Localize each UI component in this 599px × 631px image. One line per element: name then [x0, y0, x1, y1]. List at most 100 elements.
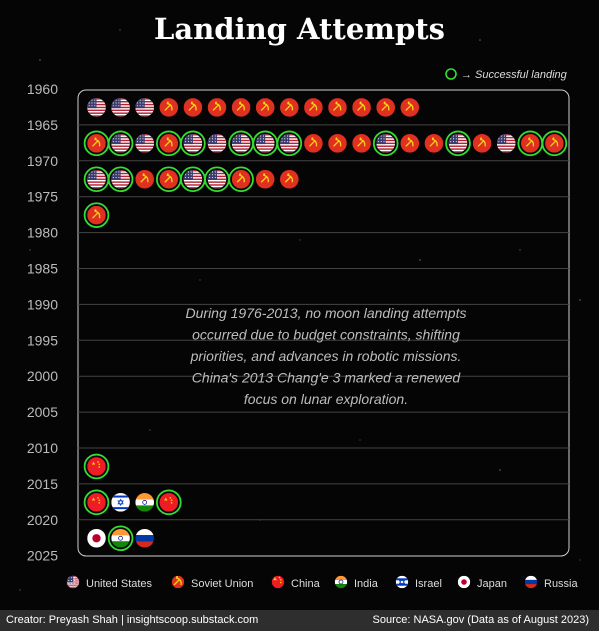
- attempt-marker-japan: [87, 528, 106, 548]
- china-flag-icon: [271, 575, 285, 589]
- y-tick-label: 1995: [27, 332, 58, 348]
- legend-item-china: China: [271, 575, 321, 590]
- attempt-marker-ussr: [304, 98, 323, 117]
- attempt-marker-usa-success: [107, 130, 134, 157]
- legend-label: Israel: [415, 578, 442, 590]
- plot-frame: [77, 89, 570, 557]
- attempt-marker-ussr: [352, 98, 371, 117]
- attempt-marker-usa: [111, 98, 130, 117]
- legend-item-japan: Japan: [457, 575, 507, 590]
- source-credit: Source: NASA.gov (Data as of August 2023…: [372, 614, 589, 626]
- israel-flag-icon: [395, 575, 409, 589]
- annotation-line: During 1976-2013, no moon landing attemp…: [186, 305, 467, 321]
- attempt-marker-usa-success: [252, 130, 279, 157]
- attempt-marker-usa-success: [276, 130, 303, 157]
- attempt-marker-usa: [496, 134, 516, 153]
- y-tick-label: 2025: [27, 548, 58, 564]
- creator-credit: Creator: Preyash Shah | insightscoop.sub…: [6, 614, 259, 626]
- success-legend-label: → Successful landing: [461, 69, 568, 81]
- y-tick-label: 2000: [27, 368, 58, 384]
- attempt-marker-usa-success: [372, 130, 399, 157]
- attempt-marker-ussr: [328, 98, 347, 117]
- legend-item-russia: Russia: [524, 575, 579, 590]
- attempt-marker-ussr: [231, 98, 251, 117]
- attempt-marker-israel: [111, 493, 130, 512]
- country-legend: United States Soviet Union China India Israe…: [66, 575, 579, 590]
- annotation-line: priorities, and advances in robotic miss…: [190, 348, 462, 364]
- attempt-marker-ussr: [376, 98, 395, 117]
- legend-item-ussr: Soviet Union: [171, 575, 253, 590]
- russia-flag-icon: [524, 575, 538, 589]
- legend-label: Russia: [544, 578, 579, 590]
- annotation-line: China's 2013 Chang'e 3 marked a renewed: [192, 370, 462, 386]
- attempt-marker-usa-success: [180, 130, 206, 157]
- legend-label: United States: [86, 578, 153, 590]
- annotation: During 1976-2013, no moon landing attemp…: [186, 305, 467, 407]
- legend-label: China: [291, 578, 321, 590]
- legend-item-india: India: [334, 575, 379, 590]
- attempt-marker-ussr: [424, 134, 444, 153]
- attempt-marker-ussr: [304, 134, 323, 153]
- attempt-marker-usa-success: [107, 166, 134, 193]
- y-tick-label: 2015: [27, 476, 58, 492]
- annotation-line: focus on lunar exploration.: [244, 391, 408, 407]
- legend-label: Soviet Union: [191, 578, 253, 590]
- attempt-marker-china-success: [156, 489, 182, 516]
- attempt-marker-ussr: [159, 98, 179, 117]
- attempt-marker-ussr-success: [156, 166, 182, 193]
- attempt-marker-usa-success: [445, 130, 471, 157]
- y-tick-label: 1975: [27, 189, 58, 205]
- y-tick-label: 2005: [27, 404, 58, 420]
- india-flag-icon: [334, 575, 348, 589]
- attempt-marker-ussr: [135, 169, 154, 189]
- attempt-marker-ussr: [400, 134, 420, 153]
- y-tick-label: 1980: [27, 225, 58, 241]
- attempt-marker-ussr: [255, 98, 275, 117]
- attempt-marker-usa: [135, 134, 154, 153]
- usa-flag-icon: [66, 575, 80, 589]
- attempt-marker-ussr-success: [156, 130, 182, 157]
- y-tick-label: 1970: [27, 153, 58, 169]
- legend-label: India: [354, 578, 379, 590]
- attempt-marker-ussr: [352, 134, 371, 153]
- y-tick-label: 2020: [27, 512, 58, 528]
- legend-item-israel: Israel: [395, 575, 442, 590]
- attempt-marker-usa: [207, 134, 227, 153]
- attempt-marker-usa: [87, 98, 106, 117]
- attempt-marker-ussr: [255, 169, 275, 189]
- attempt-marker-usa-success: [180, 166, 206, 193]
- attempt-marker-ussr-success: [83, 202, 110, 228]
- attempt-marker-usa-success: [204, 166, 230, 193]
- attempt-marker-russia: [135, 528, 154, 548]
- y-tick-label: 1960: [27, 81, 58, 97]
- legend-item-usa: United States: [66, 575, 153, 590]
- attempt-marker-ussr: [183, 98, 203, 117]
- attempt-marker-india-success: [107, 525, 134, 552]
- attempt-marker-ussr: [280, 98, 299, 117]
- attempt-marker-ussr: [400, 98, 420, 117]
- attempt-marker-usa-success: [228, 130, 254, 157]
- chart: 1960 1965 1970 1975 1980 1985 1990 1995 2000 2005…: [27, 68, 579, 590]
- y-tick-label: 1985: [27, 261, 58, 277]
- attempt-marker-ussr: [280, 169, 299, 189]
- y-tick-label: 1990: [27, 296, 58, 312]
- attempt-marker-ussr: [328, 134, 347, 153]
- attempt-marker-ussr: [207, 98, 227, 117]
- attempt-marker-usa-success: [83, 166, 110, 193]
- attempt-marker-ussr: [472, 134, 492, 153]
- attempt-marker-china-success: [83, 453, 110, 480]
- chart-title: Landing Attempts: [154, 12, 445, 46]
- attempt-marker-usa: [135, 98, 154, 117]
- annotation-line: occurred due to budget constraints, shif…: [192, 327, 460, 343]
- japan-flag-icon: [457, 575, 471, 589]
- success-legend: → Successful landing: [445, 68, 568, 81]
- attempt-marker-china-success: [83, 489, 110, 516]
- y-tick-label: 2010: [27, 440, 58, 456]
- y-tick-label: 1965: [27, 117, 58, 133]
- attempt-marker-india: [135, 493, 154, 512]
- attempt-marker-ussr-success: [83, 130, 110, 157]
- attempt-marker-ussr-success: [541, 130, 568, 157]
- attempt-marker-ussr-success: [228, 166, 254, 193]
- ussr-flag-icon: [171, 575, 185, 589]
- attempt-marker-ussr-success: [517, 130, 544, 157]
